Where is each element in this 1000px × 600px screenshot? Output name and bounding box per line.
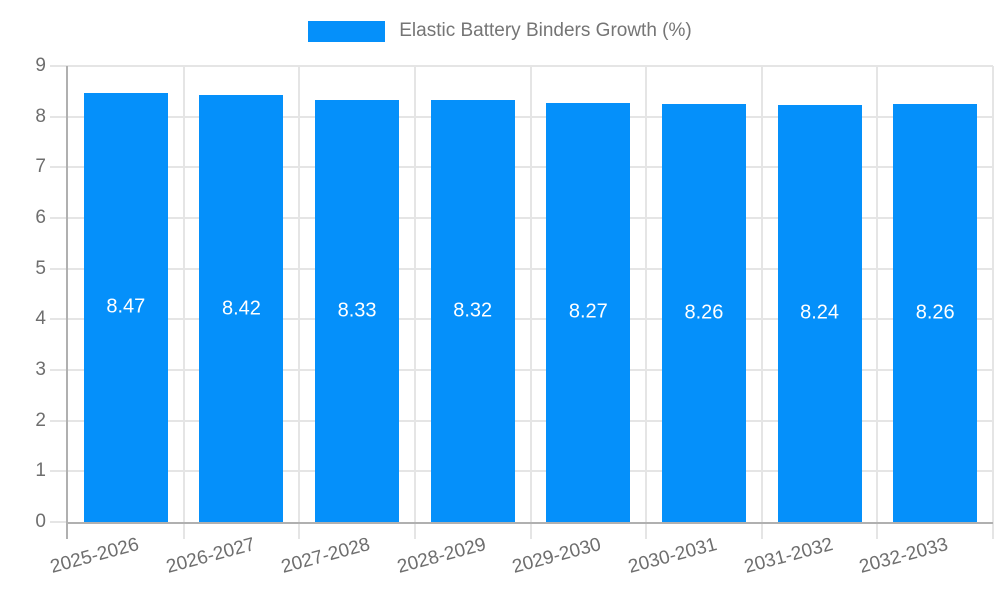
bar-2032-2033[interactable] xyxy=(893,103,978,522)
x-tick-label: 2030-2031 xyxy=(626,534,720,578)
v-gridline xyxy=(876,66,879,539)
legend-swatch-icon xyxy=(308,20,386,42)
v-gridline xyxy=(992,66,994,539)
bar-2030-2031[interactable] xyxy=(661,103,746,522)
h-gridline xyxy=(50,369,993,371)
h-gridline xyxy=(50,267,993,270)
plot-area: 8.47 8.42 8.33 8.32 8.27 8.26 8.24 8.26 xyxy=(50,65,994,539)
v-gridline xyxy=(298,66,301,539)
zero-tick xyxy=(50,521,68,523)
y-tick-label: 4 xyxy=(35,308,46,330)
bar-value-label: 8.32 xyxy=(453,299,493,322)
x-axis-line xyxy=(68,522,993,524)
h-gridline xyxy=(50,65,993,67)
x-tick-label: 2031-2032 xyxy=(741,534,835,578)
bar-2028-2029[interactable] xyxy=(430,100,515,522)
y-tick-label: 8 xyxy=(35,105,46,127)
bar-value-label: 8.24 xyxy=(800,301,840,324)
bar-value-label: 8.42 xyxy=(221,297,261,320)
v-gridline xyxy=(645,66,648,539)
bar-2025-2026[interactable] xyxy=(83,92,168,522)
v-gridline xyxy=(182,66,185,539)
y-tick-label: 0 xyxy=(35,511,46,532)
bar-2027-2028[interactable] xyxy=(315,99,400,522)
y-tick-label: 2 xyxy=(35,409,46,431)
h-gridline xyxy=(50,166,993,169)
h-gridline xyxy=(50,419,993,422)
v-gridline xyxy=(413,66,416,539)
h-gridline xyxy=(50,318,993,321)
y-tick-label: 1 xyxy=(35,460,46,482)
x-tick-label: 2025-2026 xyxy=(48,534,142,578)
x-tick-label: 2032-2033 xyxy=(857,534,951,578)
bar-value-label: 8.47 xyxy=(106,295,146,318)
x-tick-label: 2026-2027 xyxy=(163,534,257,578)
v-gridline xyxy=(529,66,532,539)
y-tick-label: 6 xyxy=(35,207,46,228)
x-tick-label: 2028-2029 xyxy=(394,534,489,578)
x-tick-label: 2029-2030 xyxy=(510,534,604,578)
bar-value-label: 8.27 xyxy=(568,300,608,323)
bar-2026-2027[interactable] xyxy=(199,95,284,522)
h-gridline xyxy=(50,115,993,118)
y-tick-label: 7 xyxy=(35,156,46,178)
bar-2031-2032[interactable] xyxy=(777,104,862,522)
h-gridline xyxy=(50,470,993,473)
bar-value-label: 8.33 xyxy=(337,299,377,322)
bar-value-label: 8.26 xyxy=(684,301,724,324)
h-gridline xyxy=(50,217,993,219)
x-tick-label: 2027-2028 xyxy=(279,534,373,578)
bar-value-label: 8.26 xyxy=(915,301,955,324)
y-tick-label: 5 xyxy=(35,257,46,279)
y-tick-label: 3 xyxy=(35,359,46,380)
legend-label: Elastic Battery Binders Growth (%) xyxy=(399,20,692,41)
v-gridline xyxy=(760,66,763,539)
y-axis-line xyxy=(66,66,68,539)
legend-item[interactable]: Elastic Battery Binders Growth (%) xyxy=(0,20,1000,42)
y-tick-label: 9 xyxy=(35,55,46,76)
bar-2029-2030[interactable] xyxy=(546,103,631,522)
